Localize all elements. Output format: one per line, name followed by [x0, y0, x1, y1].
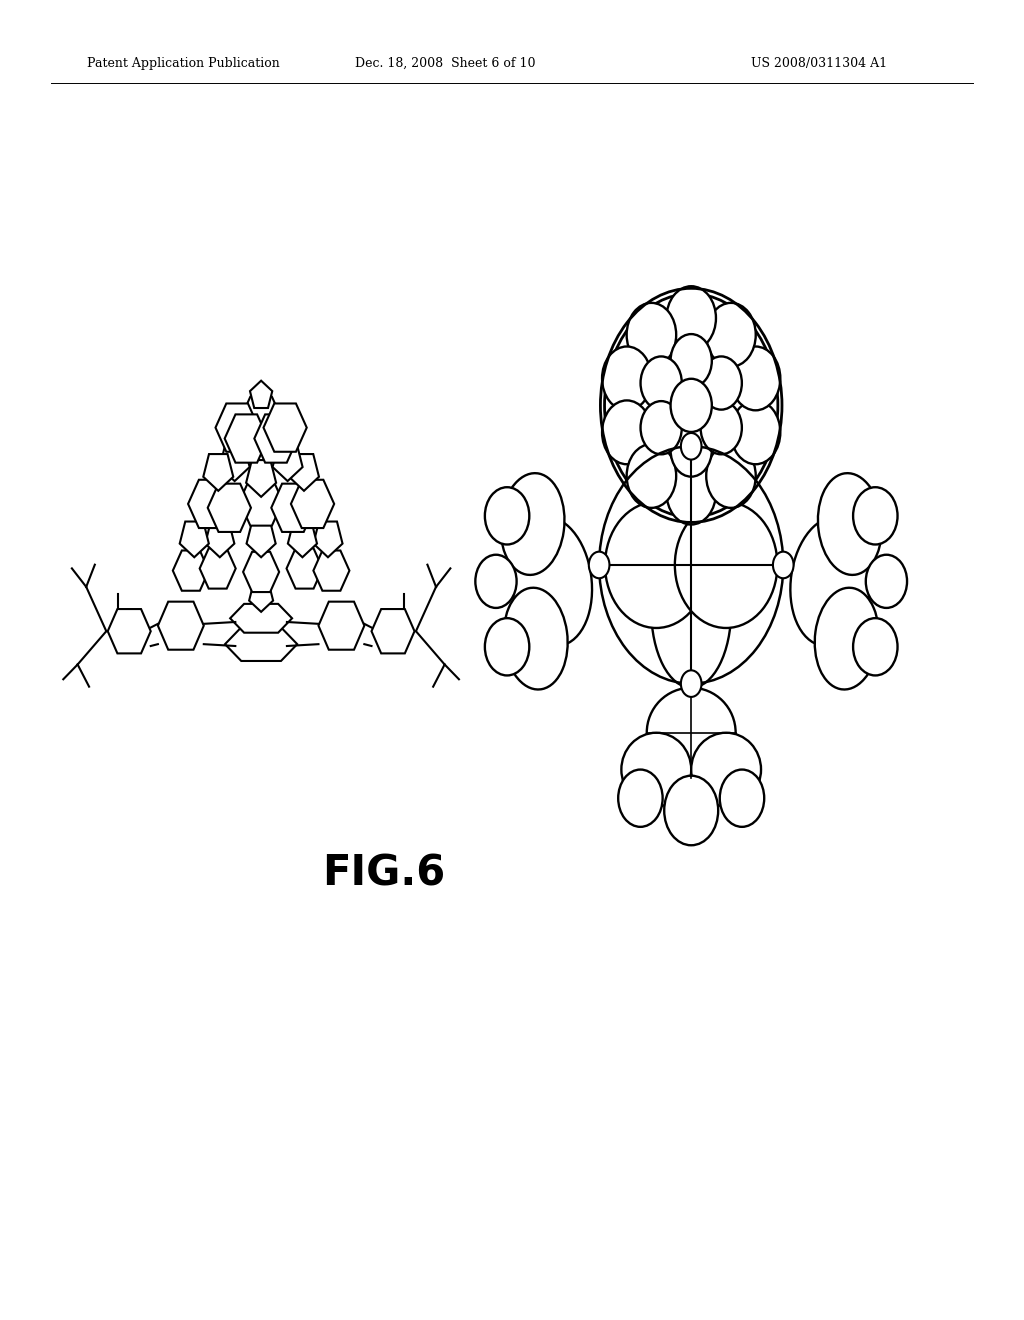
Circle shape	[604, 293, 778, 517]
Ellipse shape	[622, 733, 691, 807]
Circle shape	[731, 400, 780, 465]
Ellipse shape	[818, 473, 882, 576]
Circle shape	[485, 487, 529, 544]
Circle shape	[618, 770, 663, 826]
Circle shape	[707, 302, 756, 367]
Circle shape	[667, 461, 716, 524]
Polygon shape	[372, 609, 415, 653]
Polygon shape	[205, 521, 234, 557]
Circle shape	[671, 379, 712, 432]
Polygon shape	[200, 548, 236, 589]
Ellipse shape	[791, 516, 871, 645]
Polygon shape	[204, 454, 233, 491]
Ellipse shape	[511, 516, 592, 645]
Circle shape	[665, 776, 718, 845]
Polygon shape	[158, 602, 204, 649]
Ellipse shape	[815, 587, 879, 689]
Polygon shape	[179, 521, 209, 557]
Circle shape	[475, 554, 517, 609]
Polygon shape	[313, 550, 349, 591]
Polygon shape	[250, 380, 272, 408]
Circle shape	[485, 618, 529, 676]
Polygon shape	[224, 414, 268, 463]
Polygon shape	[215, 404, 259, 451]
Ellipse shape	[651, 532, 731, 688]
Polygon shape	[254, 414, 298, 463]
Polygon shape	[225, 627, 297, 661]
Text: Dec. 18, 2008  Sheet 6 of 10: Dec. 18, 2008 Sheet 6 of 10	[355, 57, 536, 70]
Circle shape	[627, 444, 676, 508]
Polygon shape	[240, 478, 283, 525]
Circle shape	[641, 356, 682, 409]
Polygon shape	[288, 521, 317, 557]
Polygon shape	[173, 550, 209, 591]
Circle shape	[681, 671, 701, 697]
Circle shape	[700, 401, 741, 454]
Circle shape	[589, 552, 609, 578]
Circle shape	[707, 444, 756, 508]
Circle shape	[641, 401, 682, 454]
Text: US 2008/0311304 A1: US 2008/0311304 A1	[752, 57, 887, 70]
Circle shape	[681, 433, 701, 459]
Polygon shape	[230, 603, 292, 632]
Circle shape	[865, 554, 907, 609]
Circle shape	[720, 770, 764, 826]
Polygon shape	[247, 521, 275, 557]
Circle shape	[853, 618, 897, 676]
Polygon shape	[271, 483, 314, 532]
Ellipse shape	[605, 502, 708, 628]
Circle shape	[667, 286, 716, 350]
Polygon shape	[313, 521, 343, 557]
Circle shape	[671, 334, 712, 387]
Polygon shape	[291, 479, 334, 528]
Circle shape	[700, 356, 741, 409]
Polygon shape	[263, 404, 307, 451]
Text: FIG.6: FIG.6	[323, 853, 445, 895]
Polygon shape	[243, 552, 280, 593]
Polygon shape	[108, 609, 151, 653]
Polygon shape	[249, 582, 273, 612]
Polygon shape	[219, 445, 250, 480]
Polygon shape	[208, 483, 251, 532]
Polygon shape	[188, 479, 231, 528]
Circle shape	[773, 552, 794, 578]
Circle shape	[627, 302, 676, 367]
Polygon shape	[272, 445, 303, 480]
Circle shape	[671, 424, 712, 477]
Circle shape	[602, 400, 651, 465]
Ellipse shape	[647, 688, 735, 777]
Ellipse shape	[675, 502, 777, 628]
Text: Patent Application Publication: Patent Application Publication	[87, 57, 280, 70]
Polygon shape	[240, 397, 283, 445]
Ellipse shape	[691, 733, 761, 807]
Circle shape	[602, 346, 651, 411]
Ellipse shape	[501, 473, 564, 576]
Circle shape	[853, 487, 897, 544]
Polygon shape	[318, 602, 365, 649]
Ellipse shape	[651, 442, 731, 598]
Polygon shape	[246, 461, 276, 496]
Ellipse shape	[504, 587, 567, 689]
Polygon shape	[287, 548, 323, 589]
Polygon shape	[289, 454, 318, 491]
Circle shape	[731, 346, 780, 411]
